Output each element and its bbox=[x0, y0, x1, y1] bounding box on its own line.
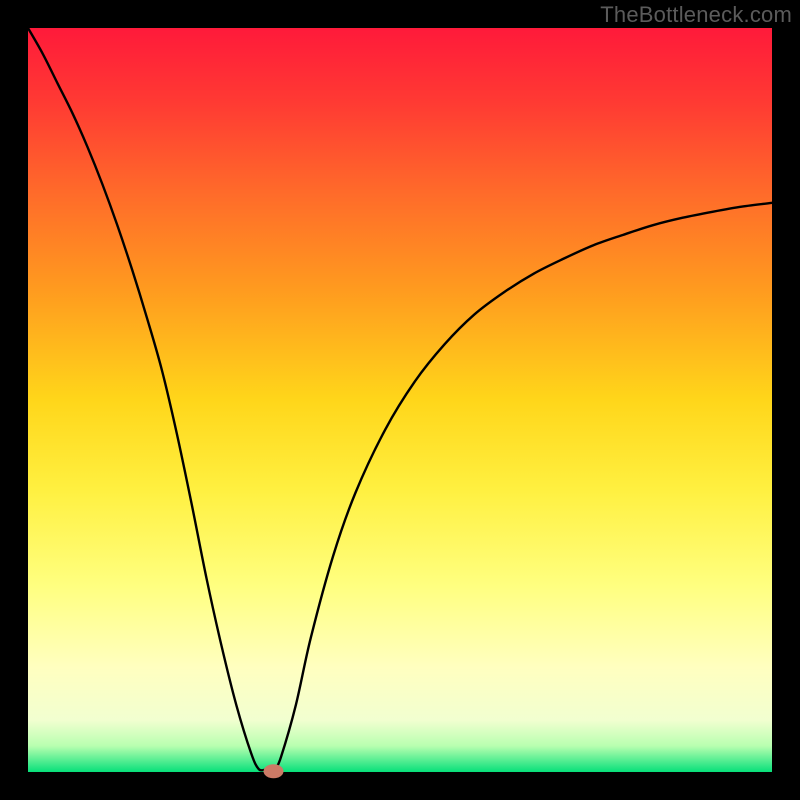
plot-background bbox=[28, 28, 772, 772]
bottleneck-chart bbox=[0, 0, 800, 800]
watermark-text: TheBottleneck.com bbox=[600, 2, 792, 28]
optimal-point-marker bbox=[264, 764, 284, 778]
figure-frame: TheBottleneck.com bbox=[0, 0, 800, 800]
